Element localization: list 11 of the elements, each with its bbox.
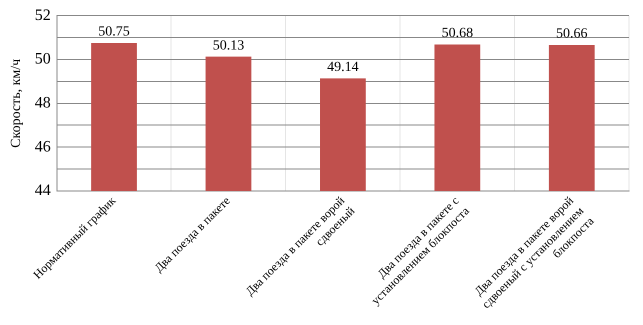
y-axis-title: Скорость, км/ч [9,58,24,148]
data-label: 50.75 [98,24,130,40]
data-label: 49.14 [327,60,359,75]
y-tick-label: 44 [34,182,51,200]
y-tick-label: 48 [34,94,51,112]
y-tick-label: 46 [34,138,51,156]
y-tick-label: 50 [34,50,51,68]
data-label: 50.13 [212,38,244,54]
data-label: 50.66 [556,26,588,42]
data-label: 50.68 [442,26,474,42]
y-tick-label: 52 [34,6,51,24]
